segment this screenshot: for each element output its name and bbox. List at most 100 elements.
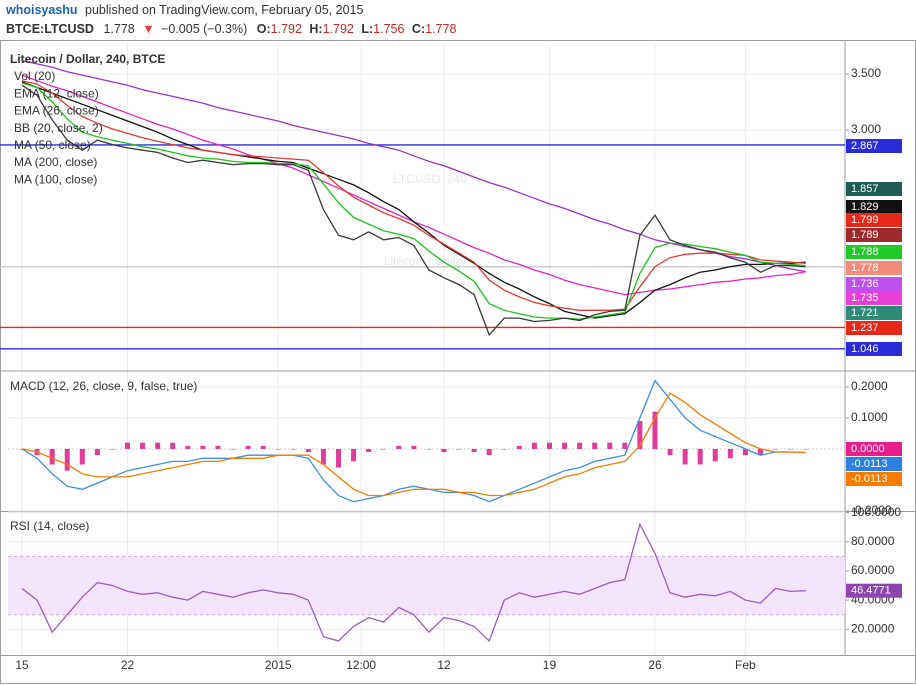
watermark-sub: Litecoin / Dollar (384, 254, 467, 268)
chart-area: 15 22 2015 12:00 12 19 26 Feb 3.500 3.000 LTCUSD, … (0, 40, 916, 684)
histogram-bar (320, 448, 326, 465)
panel: 100.000080.000060.000040.000020.0000RSI … (8, 505, 902, 643)
series-line (21, 522, 806, 643)
x-tick-label: Feb (735, 658, 756, 672)
histogram-bar (411, 445, 417, 449)
histogram-bar (351, 448, 357, 462)
price-badge-label: -0.0113 (851, 458, 888, 470)
price-badge (846, 442, 902, 456)
histogram-bar (516, 445, 522, 449)
price-badge (846, 245, 902, 259)
ohlc-value: 1.792 (323, 22, 354, 36)
indicator-legend: MA (100, close) (14, 172, 97, 186)
histogram-bar (456, 448, 462, 450)
series-line (21, 59, 806, 273)
histogram-bar (727, 448, 733, 459)
panel-title: MACD (12, 26, close, 9, false, true) (10, 379, 197, 393)
price-badge (846, 182, 902, 196)
ohlc-value: 1.756 (373, 22, 404, 36)
histogram-bar (501, 448, 507, 450)
histogram-bar (200, 445, 206, 449)
histogram-bar (712, 448, 718, 462)
histogram-bar (49, 448, 55, 465)
panel-title: Litecoin / Dollar, 240, BTCE (10, 52, 165, 66)
panel: 3.500 3.000 LTCUSD, 240 Litecoin / Dollar Li… (0, 52, 902, 356)
indicator-legend: BB (20, close, 2) (14, 121, 103, 135)
histogram-bar (109, 448, 115, 450)
price-badge-label: 2.867 (851, 140, 879, 152)
price-badge (846, 139, 902, 153)
change-arrow: ▼ (142, 22, 154, 36)
author[interactable]: whoisyashu (5, 3, 78, 17)
price-badge-label: 1.046 (851, 343, 879, 355)
histogram-bar (667, 448, 673, 456)
price-badge-label: 1.735 (851, 292, 879, 304)
histogram-bar (607, 442, 613, 449)
x-tick-label: 15 (15, 658, 29, 672)
price-badge (846, 321, 902, 335)
series-line (21, 81, 806, 319)
histogram-bar (742, 448, 748, 456)
series-line (21, 84, 806, 337)
histogram-bar (531, 442, 537, 449)
price-badge (846, 306, 902, 320)
price-badge (846, 291, 902, 305)
price-badge-label: 1.721 (851, 307, 879, 319)
histogram-bar (637, 421, 643, 449)
histogram-bar (426, 448, 432, 450)
price-badge (846, 261, 902, 275)
histogram-bar (185, 445, 191, 449)
price-badge-label: -0.0113 (851, 473, 888, 485)
x-tick-label: 22 (121, 658, 135, 672)
ohlc-value: 1.792 (271, 22, 302, 36)
ohlc-key: H: (309, 22, 322, 36)
price-badge-label: 1.857 (851, 183, 879, 195)
histogram-bar (245, 445, 251, 449)
histogram-bar (803, 448, 809, 450)
y-tick-label: 0.2000 (851, 379, 888, 393)
histogram-bar (366, 448, 372, 453)
x-tick-label: 2015 (265, 658, 292, 672)
histogram-bar (757, 448, 763, 456)
series-line (21, 80, 806, 311)
price-badge-label: 1.237 (851, 322, 879, 334)
y-tick-label: 60.0000 (851, 563, 895, 577)
ohlc-key: C: (412, 22, 425, 36)
histogram-bar (577, 442, 583, 449)
header-line-2: BTCE:LTCUSD 1.778 ▼ −0.005 (−0.3%) O:1.7… (6, 22, 456, 36)
price-badge (846, 342, 902, 356)
histogram-bar (546, 442, 552, 449)
y-tick-label: 0.1000 (851, 410, 888, 424)
price-badge (846, 213, 902, 227)
price-badge-label: 1.736 (851, 278, 879, 290)
panel: 0.2000 0.1000 -0.2000 MACD (12, 26, close, … (8, 379, 902, 517)
price-badge-label: 1.788 (851, 246, 879, 258)
histogram-bar (170, 442, 176, 449)
x-tick-label: 19 (543, 658, 557, 672)
histogram-bar (290, 448, 296, 450)
price-badge (846, 200, 902, 214)
ohlc-key: L: (361, 22, 373, 36)
histogram-bar (471, 448, 477, 453)
price-badge-label: 1.789 (851, 229, 879, 241)
panel-title: RSI (14, close) (10, 519, 89, 533)
histogram-bar (305, 448, 311, 453)
histogram-bar (562, 442, 568, 449)
histogram-bar (260, 445, 266, 449)
histogram-bar (441, 448, 447, 453)
price-badge (846, 457, 902, 471)
histogram-bar (79, 448, 85, 465)
indicator-legend: Vol (20) (14, 69, 55, 83)
price-badge-label: 1.778 (851, 262, 879, 274)
y-tick-label: 20.0000 (851, 621, 895, 635)
rsi-band (8, 556, 845, 615)
histogram-bar (335, 448, 341, 468)
histogram-bar (622, 442, 628, 449)
histogram-bar (396, 445, 402, 449)
series-line (21, 82, 806, 320)
histogram-bar (155, 442, 161, 449)
price-badge (846, 277, 902, 291)
y-tick-label: -0.2000 (851, 503, 892, 517)
series-line (21, 379, 806, 503)
